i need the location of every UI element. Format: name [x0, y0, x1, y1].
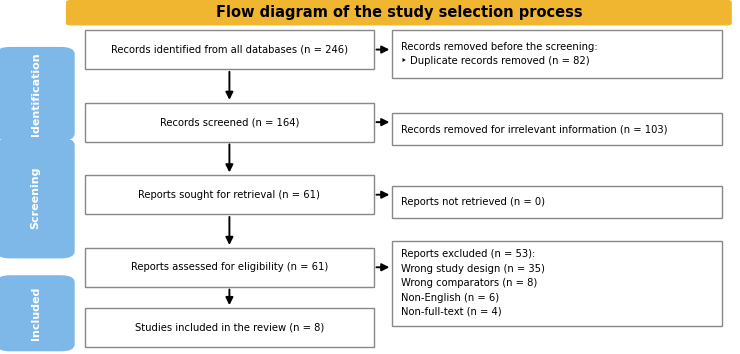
- Text: Records identified from all databases (n = 246): Records identified from all databases (n…: [111, 45, 348, 55]
- FancyBboxPatch shape: [0, 276, 74, 350]
- Text: Reports assessed for eligibility (n = 61): Reports assessed for eligibility (n = 61…: [131, 262, 328, 272]
- FancyBboxPatch shape: [392, 241, 722, 326]
- Text: Reports excluded (n = 53):
Wrong study design (n = 35)
Wrong comparators (n = 8): Reports excluded (n = 53): Wrong study d…: [401, 250, 545, 317]
- FancyBboxPatch shape: [392, 30, 722, 78]
- Text: Screening: Screening: [30, 167, 41, 229]
- FancyBboxPatch shape: [67, 1, 731, 25]
- FancyBboxPatch shape: [0, 139, 74, 258]
- FancyBboxPatch shape: [392, 113, 722, 145]
- Text: Reports sought for retrieval (n = 61): Reports sought for retrieval (n = 61): [138, 190, 320, 200]
- FancyBboxPatch shape: [392, 186, 722, 218]
- FancyBboxPatch shape: [85, 308, 374, 347]
- Text: Flow diagram of the study selection process: Flow diagram of the study selection proc…: [215, 5, 582, 20]
- Text: Records screened (n = 164): Records screened (n = 164): [160, 117, 299, 127]
- FancyBboxPatch shape: [85, 175, 374, 214]
- Text: Records removed for irrelevant information (n = 103): Records removed for irrelevant informati…: [401, 124, 667, 134]
- FancyBboxPatch shape: [0, 47, 74, 140]
- Text: Reports not retrieved (n = 0): Reports not retrieved (n = 0): [401, 197, 545, 207]
- Text: Included: Included: [30, 287, 41, 340]
- FancyBboxPatch shape: [85, 103, 374, 142]
- FancyBboxPatch shape: [85, 30, 374, 69]
- Text: Records removed before the screening:
‣ Duplicate records removed (n = 82): Records removed before the screening: ‣ …: [401, 42, 598, 66]
- FancyBboxPatch shape: [85, 248, 374, 287]
- Text: Identification: Identification: [30, 52, 41, 136]
- Text: Studies included in the review (n = 8): Studies included in the review (n = 8): [135, 322, 324, 332]
